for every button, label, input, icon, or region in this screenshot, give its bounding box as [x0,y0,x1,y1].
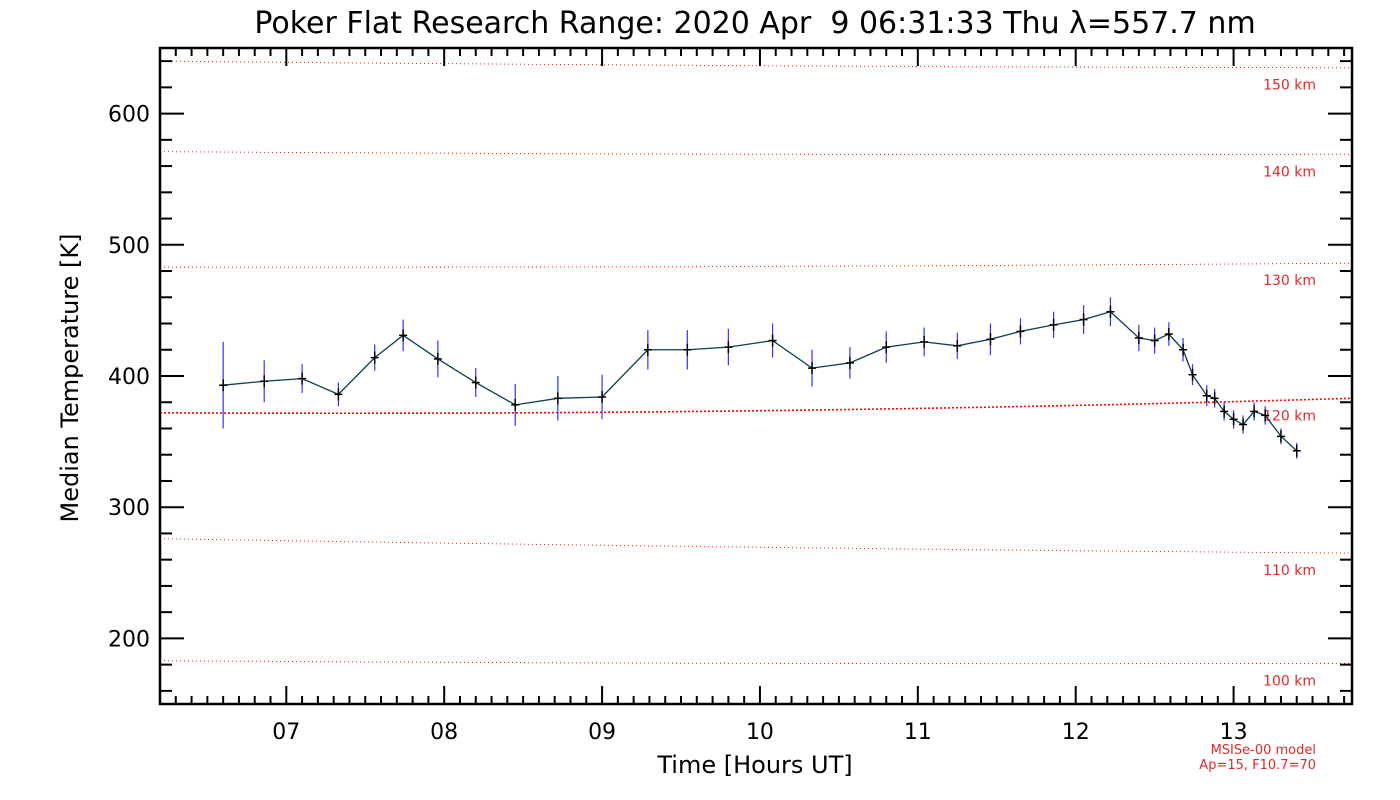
plot-frame [158,46,1354,706]
x-tick-label: 10 [746,720,774,745]
data-point [511,398,520,411]
model-altitude-labels: 100 km 110 km 120 km 130 km 140 km 150 km [1263,78,1316,690]
y-axis-title: Median Temperature [K] [56,233,84,522]
data-point [334,388,343,401]
data-point [845,356,854,369]
data-point [1292,444,1301,457]
data-point [1229,413,1238,426]
data-point [219,379,228,392]
data-point [882,341,891,354]
data-point [1016,325,1025,338]
data-point [1250,405,1259,418]
model-altitude-label: 100 km [1263,673,1316,689]
data-point [724,341,733,354]
model-altitude-line [159,538,1353,554]
data-point [1106,305,1115,318]
data-point [370,351,379,364]
y-tick-label: 600 [108,103,150,128]
y-tick-label: 200 [108,627,150,652]
x-axis-title: Time [Hours UT] [656,751,852,779]
x-tick-label: 09 [588,720,616,745]
data-point [683,343,692,356]
data-point [1049,318,1058,331]
model-altitude-label: 120 km [1263,408,1316,424]
x-tick-label: 13 [1220,720,1248,745]
model-altitude-line [159,262,1353,268]
data-point [1164,328,1173,341]
data-point [1261,409,1270,422]
data-point [433,352,442,365]
data-point [1079,313,1088,326]
data-point [986,333,995,346]
model-note-line: Ap=15, F10.7=70 [1199,758,1316,773]
data-point [1188,368,1197,381]
model-altitude-label: 140 km [1263,164,1316,180]
y-tick-label: 400 [108,365,150,390]
x-tick-label: 12 [1062,720,1090,745]
data-point [920,335,929,348]
data-point [553,392,562,405]
data-point [953,339,962,352]
data-point [471,376,480,389]
data-point [598,390,607,403]
y-tick-label: 500 [108,234,150,259]
model-altitude-line [159,151,1353,156]
model-note-line: MSISe-00 model [1211,743,1316,758]
model-altitude-label: 130 km [1263,273,1316,289]
data-point [260,375,269,388]
model-altitude-label: 150 km [1263,78,1316,94]
data-point [399,329,408,342]
chart-title: Poker Flat Research Range: 2020 Apr 9 06… [254,6,1255,41]
x-tick-label: 11 [904,720,932,745]
model-altitude-line [159,397,1353,415]
y-tick-labels: 200 300 400 500 600 [108,103,150,653]
model-altitude-lines [159,60,1353,665]
model-altitude-label: 110 km [1263,563,1316,579]
axis-ticks [159,48,1352,704]
data-point [1202,389,1211,402]
data-point [1239,418,1248,431]
error-bars [222,297,1298,459]
x-tick-labels: 07 08 09 10 11 12 13 [272,720,1247,745]
data-point [298,372,307,385]
data-point [1210,392,1219,405]
temperature-series-line [223,310,1298,452]
data-point [1134,331,1143,344]
model-altitude-line [159,60,1353,69]
data-markers [219,305,1301,457]
data-point [768,334,777,347]
data-point [1220,405,1229,418]
data-point [808,362,817,375]
data-point [1150,334,1159,347]
x-tick-label: 08 [430,720,458,745]
data-point [643,343,652,356]
model-altitude-line [159,660,1353,665]
x-tick-label: 07 [272,720,300,745]
data-point [1276,430,1285,443]
data-point [1179,343,1188,356]
y-tick-label: 300 [108,496,150,521]
